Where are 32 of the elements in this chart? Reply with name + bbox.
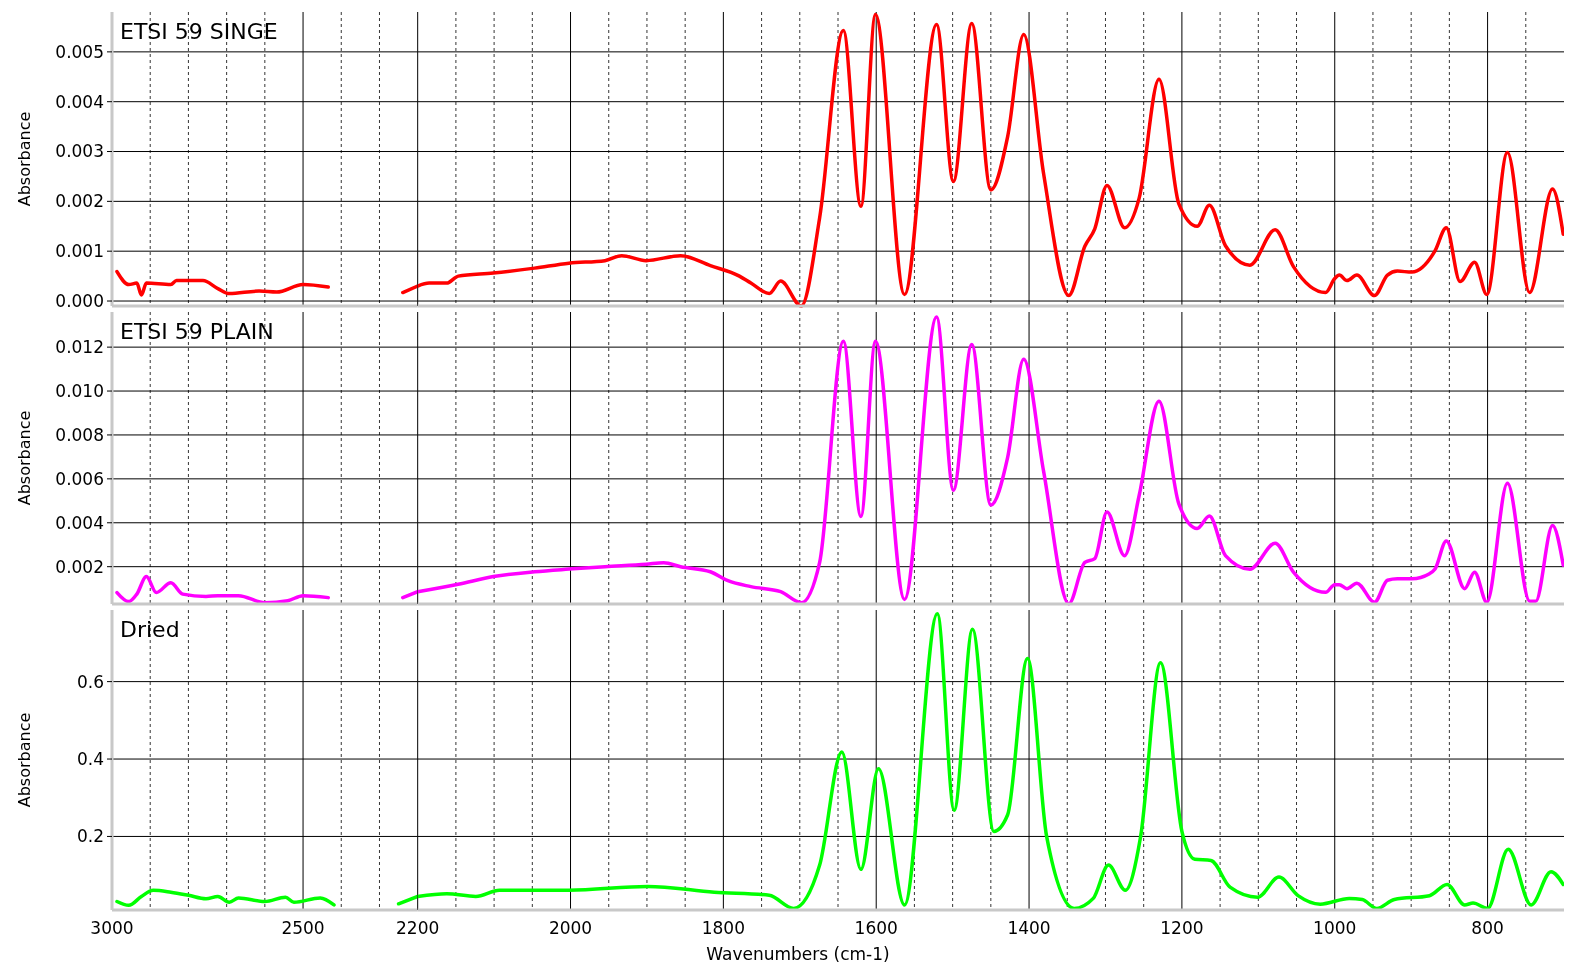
y-tick-label: 0.002 [55, 556, 104, 577]
x-tick-label: 2000 [548, 918, 593, 938]
x-tick-label: 1600 [854, 918, 898, 938]
y-tick-label: 0.001 [55, 241, 104, 262]
chart-title: ETSI 59 PLAIN [120, 319, 274, 344]
x-tick-label: 3000 [90, 918, 134, 938]
y-tick-label: 0.002 [55, 191, 104, 212]
y-tick-label: 0.6 [76, 671, 104, 692]
y-axis-title: Absorbance [15, 712, 34, 808]
x-axis-title: Wavenumbers (cm-1) [706, 944, 890, 964]
y-tick-label: 0.006 [55, 468, 104, 489]
y-tick-label: 0.4 [76, 748, 104, 769]
y-tick-label: 0.000 [55, 290, 104, 311]
y-tick-label: 0.005 [55, 41, 104, 62]
y-tick-label: 0.008 [55, 424, 104, 445]
x-tick-label: 1800 [701, 918, 745, 938]
y-tick-label: 0.010 [55, 380, 104, 401]
chart-title: ETSI 59 SINGE [120, 19, 278, 44]
y-axis-title: Absorbance [15, 410, 34, 506]
x-tick-label: 800 [1471, 918, 1504, 938]
y-axis-title: Absorbance [15, 111, 34, 207]
y-tick-label: 0.2 [76, 826, 104, 847]
x-tick-label: 2200 [396, 918, 440, 938]
y-tick-label: 0.004 [55, 512, 104, 533]
y-tick-label: 0.012 [55, 337, 104, 358]
chart-title: Dried [120, 617, 180, 642]
y-tick-label: 0.003 [55, 141, 104, 162]
x-tick-label: 1200 [1160, 918, 1204, 938]
x-tick-label: 2500 [281, 918, 325, 938]
x-tick-label: 1000 [1313, 918, 1357, 938]
x-tick-label: 1400 [1007, 918, 1051, 938]
y-tick-label: 0.004 [55, 91, 104, 112]
